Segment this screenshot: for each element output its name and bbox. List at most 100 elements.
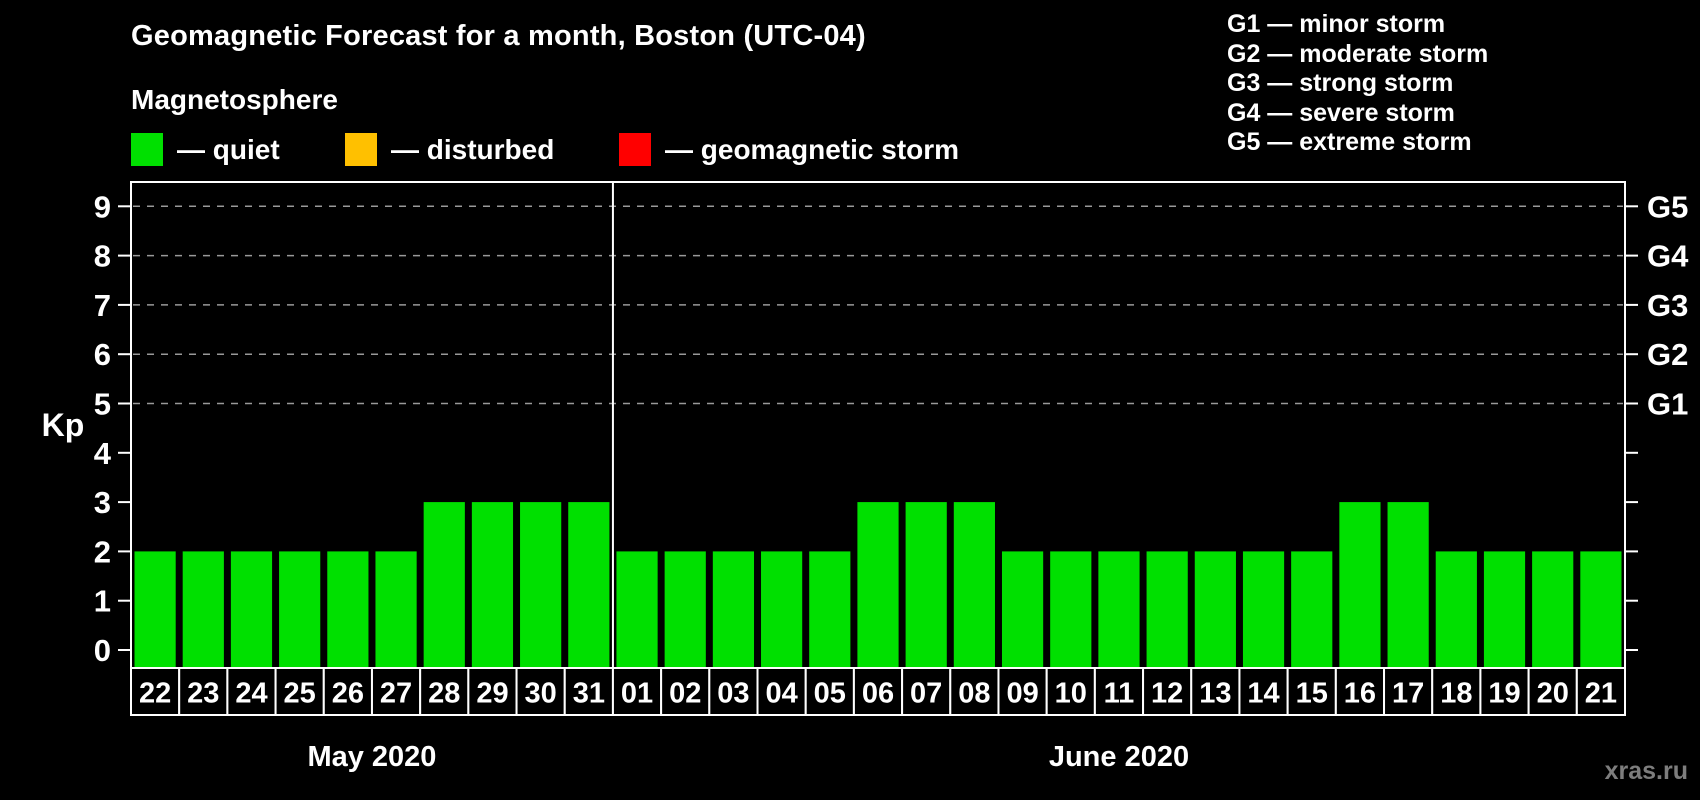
day-label-06: 06 <box>862 678 894 710</box>
kp-bar-may-29 <box>471 502 514 668</box>
kp-bar-june-08 <box>953 502 995 668</box>
g-scale-label-g4: G4 <box>1647 239 1689 274</box>
day-label-10: 10 <box>1055 678 1087 710</box>
day-cell <box>226 667 277 716</box>
day-label-17: 17 <box>1392 678 1424 710</box>
storm-scale-line-g2: G2 — moderate storm <box>1227 39 1489 68</box>
kp-bar-may-27 <box>375 551 417 668</box>
day-label-28: 28 <box>428 678 460 710</box>
kp-bar-june-10 <box>1050 551 1092 668</box>
day-cell <box>1383 667 1434 716</box>
storm-scale-line-g4: G4 — severe storm <box>1227 98 1455 127</box>
legend-item-quiet: — quiet <box>131 133 280 166</box>
y-tick-label-2: 2 <box>94 534 111 569</box>
day-cell <box>1045 667 1096 716</box>
magnetosphere-label: Magnetosphere <box>131 84 338 115</box>
day-label-23: 23 <box>187 678 219 710</box>
y-tick-label-3: 3 <box>94 485 111 520</box>
day-label-29: 29 <box>476 678 508 710</box>
day-cell <box>611 667 663 716</box>
kp-bar-june-14 <box>1242 551 1285 668</box>
g-scale-label-g1: G1 <box>1647 387 1688 422</box>
day-cell <box>804 667 855 716</box>
day-label-12: 12 <box>1151 678 1183 710</box>
y-tick-label-4: 4 <box>94 436 112 471</box>
day-label-22: 22 <box>139 678 171 710</box>
y-tick-label-9: 9 <box>94 189 111 224</box>
y-tick-label-1: 1 <box>94 584 111 619</box>
day-cell <box>1527 667 1578 716</box>
day-label-27: 27 <box>380 678 412 710</box>
day-cell <box>1334 667 1386 716</box>
kp-bar-may-28 <box>423 502 465 668</box>
day-cell <box>949 667 1000 716</box>
day-label-30: 30 <box>525 678 557 710</box>
legend-item-storm: — geomagnetic storm <box>619 133 959 166</box>
day-label-01: 01 <box>621 678 653 710</box>
kp-bar-june-17 <box>1387 502 1429 668</box>
day-cell <box>1575 667 1626 716</box>
storm-scale-legend: G1 — minor storm G2 — moderate storm G3 … <box>1227 10 1488 158</box>
day-label-16: 16 <box>1344 678 1376 710</box>
day-cell <box>1431 667 1482 716</box>
storm-swatch <box>619 133 651 166</box>
day-label-08: 08 <box>958 678 990 710</box>
storm-scale-line-g3: G3 — strong storm <box>1227 69 1454 97</box>
day-cell <box>997 667 1048 716</box>
day-label-03: 03 <box>717 678 749 710</box>
y-tick-label-5: 5 <box>94 387 111 422</box>
disturbed-swatch <box>345 133 377 166</box>
month-label-may: May 2020 <box>307 741 436 773</box>
day-cell <box>419 667 470 716</box>
chart-title: Geomagnetic Forecast for a month, Boston… <box>131 20 866 52</box>
magnetosphere-legend: — quiet — disturbed — geomagnetic storm <box>131 133 959 166</box>
kp-bar-june-16 <box>1339 502 1381 668</box>
storm-scale-line-g5: G5 — extreme storm <box>1227 128 1472 156</box>
day-cell <box>660 667 711 716</box>
day-cell <box>901 667 952 716</box>
y-tick-label-6: 6 <box>94 337 111 372</box>
day-label-21: 21 <box>1585 678 1617 710</box>
kp-bar-june-12 <box>1146 551 1188 668</box>
day-label-04: 04 <box>765 678 797 710</box>
kp-bar-june-01 <box>616 551 658 668</box>
kp-bar-june-02 <box>664 551 706 668</box>
y-tick-label-0: 0 <box>94 633 111 668</box>
day-cell <box>515 667 566 716</box>
kp-bar-june-04 <box>761 551 803 668</box>
day-label-05: 05 <box>814 678 846 710</box>
month-label-june: June 2020 <box>1049 741 1189 773</box>
kp-bar-may-31 <box>568 502 610 668</box>
kp-bar-june-07 <box>905 502 947 668</box>
kp-bar-june-03 <box>712 551 755 668</box>
day-cell <box>1190 667 1241 716</box>
day-label-20: 20 <box>1537 678 1569 710</box>
kp-axis-label: Kp <box>42 407 85 443</box>
g-scale-label-g5: G5 <box>1647 189 1688 224</box>
day-label-02: 02 <box>669 678 701 710</box>
day-label-26: 26 <box>332 678 364 710</box>
legend-item-label: — quiet <box>177 133 280 165</box>
storm-scale-line-g1: G1 — minor storm <box>1227 10 1446 38</box>
kp-bar-june-09 <box>1001 551 1044 668</box>
kp-bar-june-21 <box>1580 551 1622 668</box>
day-cell <box>1286 667 1337 716</box>
legend-item-disturbed: — disturbed <box>345 133 554 166</box>
kp-bar-june-20 <box>1532 551 1574 668</box>
kp-bar-june-06 <box>857 502 899 668</box>
day-label-25: 25 <box>284 678 316 710</box>
day-label-19: 19 <box>1488 678 1520 710</box>
kp-bar-june-13 <box>1194 551 1236 668</box>
kp-bar-may-30 <box>520 502 562 668</box>
day-label-24: 24 <box>235 678 267 710</box>
day-label-18: 18 <box>1440 678 1472 710</box>
day-cell <box>322 667 373 716</box>
day-cell <box>756 667 807 716</box>
kp-bar-june-18 <box>1435 551 1477 668</box>
day-label-14: 14 <box>1247 678 1279 710</box>
kp-bar-may-23 <box>182 551 224 668</box>
kp-bar-june-05 <box>809 551 851 668</box>
kp-bar-may-22 <box>134 551 176 668</box>
